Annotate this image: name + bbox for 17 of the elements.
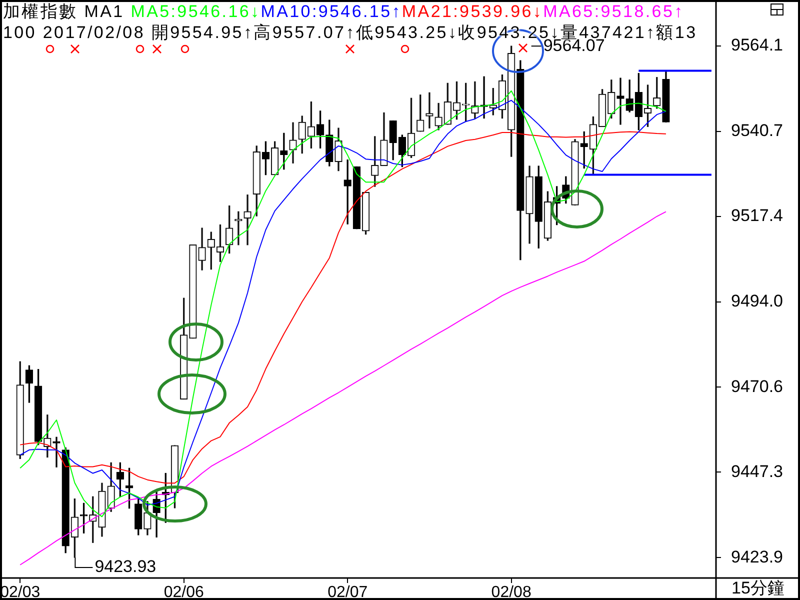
x-tick-label: 02/06 (164, 584, 204, 600)
y-tick-label: 9423.9 (731, 547, 783, 566)
y-tick-label: 9470.6 (731, 376, 783, 396)
annotation: 9423.93 (94, 557, 156, 576)
text: MA5:9546.16↓ (130, 2, 261, 21)
y-tick-label: 9540.7 (731, 121, 783, 140)
x-tick-label: 02/08 (491, 584, 532, 600)
y-tick-label: 9564.1 (731, 36, 783, 55)
x-axis-title: 15分鐘 (732, 578, 784, 598)
text: MA10:9546.15↑ (260, 2, 402, 21)
chart-title: 加權指數 MA1 (3, 2, 126, 21)
x-tick-label: 02/07 (328, 584, 368, 600)
text: MA21:9539.96↓ (402, 2, 544, 21)
y-tick-label: 9447.3 (731, 462, 783, 481)
y-tick-label: 9494.0 (731, 291, 783, 310)
y-tick-label: 9517.4 (731, 206, 783, 226)
text: MA65:9518.65↑ (543, 2, 684, 21)
